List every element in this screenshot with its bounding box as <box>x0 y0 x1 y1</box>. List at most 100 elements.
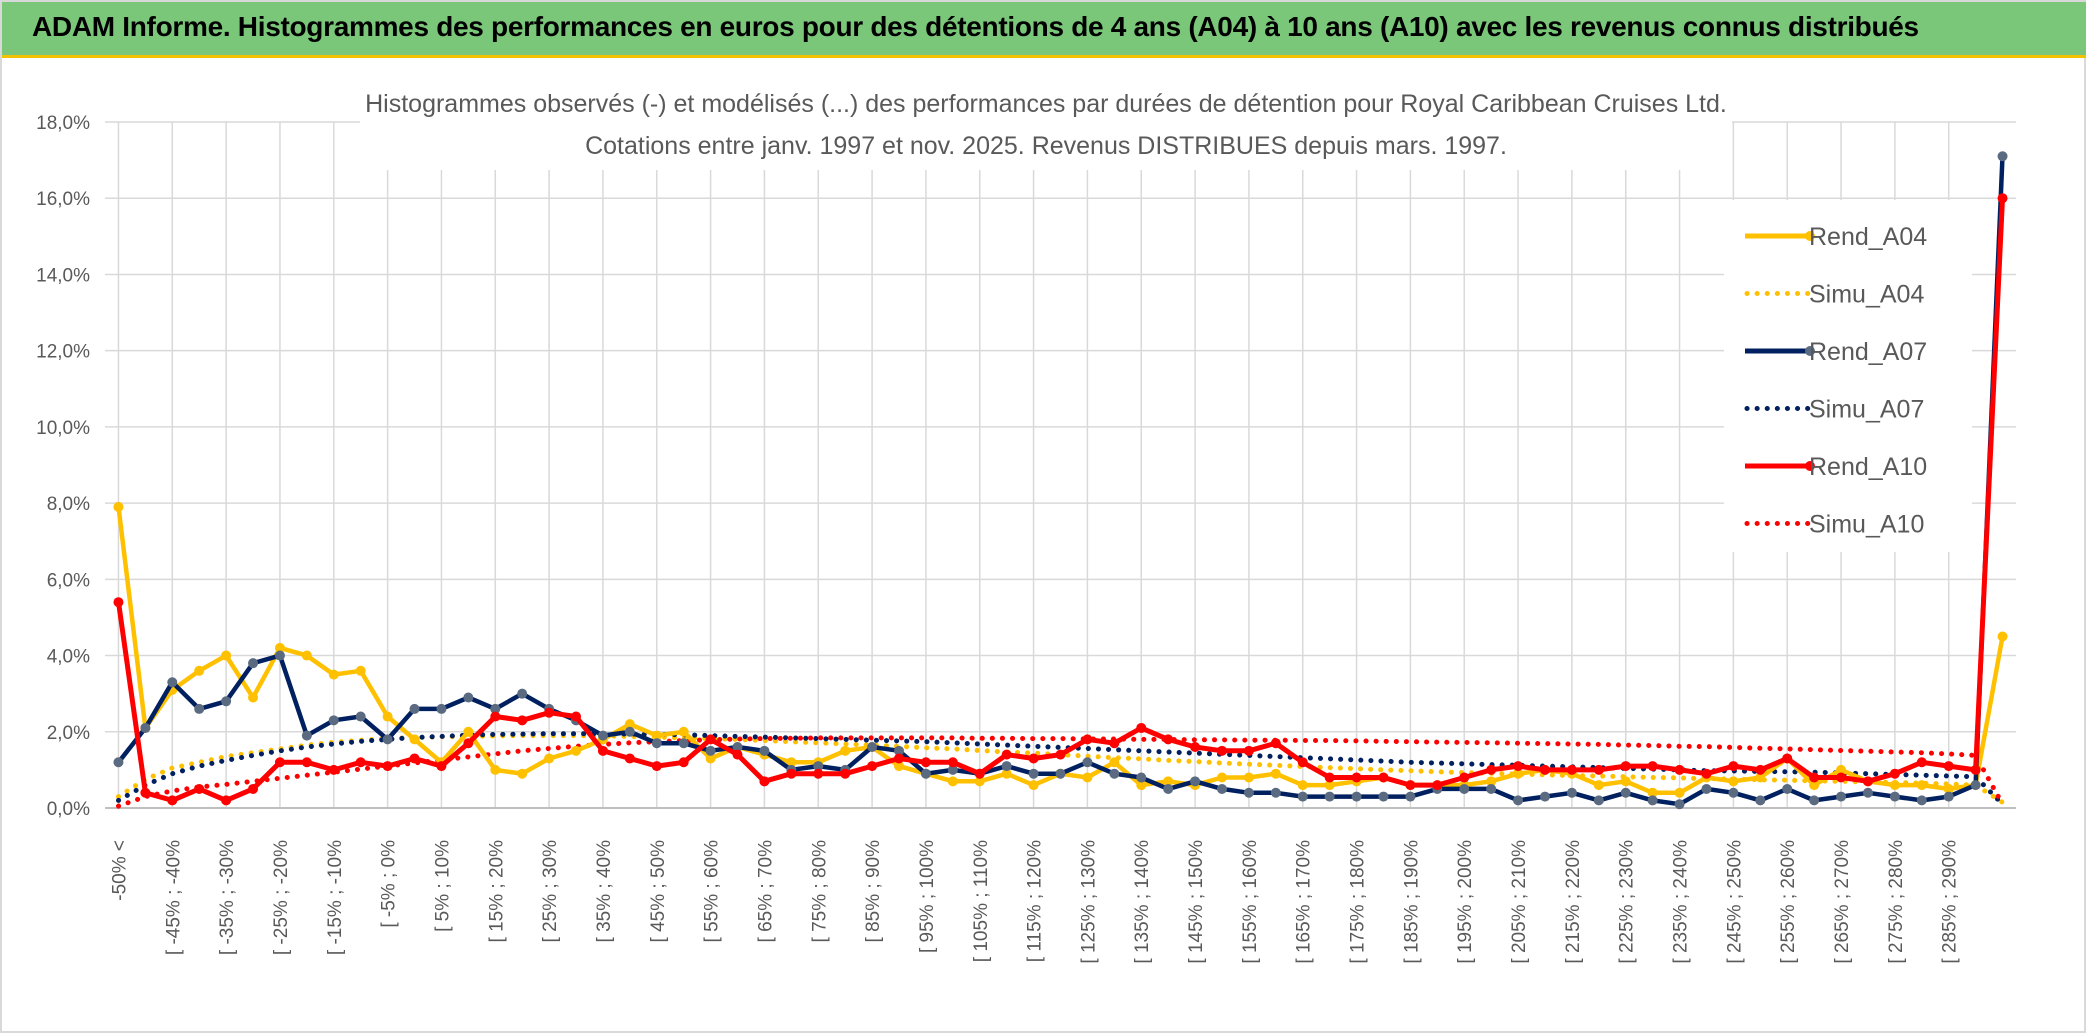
data-point-rend-a04 <box>355 665 366 676</box>
data-point-rend-a04 <box>1889 780 1900 791</box>
data-point-rend-a10 <box>1136 722 1147 733</box>
data-point-rend-a07 <box>1916 795 1927 806</box>
data-point-rend-a10 <box>1513 761 1524 772</box>
data-point-rend-a10 <box>1701 768 1712 779</box>
x-tick-label: [ -35% ; -30% <box>217 840 238 955</box>
legend-label-simu-a10: Simu_A10 <box>1809 511 1924 539</box>
x-tick-label: [ 185% ; 190% <box>1401 840 1422 964</box>
x-tick-label: [ 65% ; 70% <box>755 840 776 943</box>
data-point-rend-a04 <box>786 757 797 768</box>
data-point-rend-a10 <box>1028 753 1039 764</box>
data-point-rend-a07 <box>1082 757 1093 768</box>
legend-marker-rend-a07 <box>1805 346 1815 356</box>
data-point-rend-a04 <box>705 753 716 764</box>
x-tick-label: [ 255% ; 260% <box>1778 840 1799 964</box>
x-tick-label: [ 245% ; 250% <box>1724 840 1745 964</box>
data-point-rend-a07 <box>1782 783 1793 794</box>
data-point-rend-a07 <box>1190 776 1201 787</box>
x-tick-label: [ 285% ; 290% <box>1940 840 1961 964</box>
data-point-rend-a07 <box>1486 783 1497 794</box>
data-point-rend-a04 <box>1513 768 1524 779</box>
data-point-rend-a04 <box>678 726 689 737</box>
data-point-rend-a07 <box>1351 791 1362 802</box>
data-point-rend-a07 <box>167 677 178 688</box>
data-point-rend-a07 <box>1836 791 1847 802</box>
series-lines <box>113 151 2008 810</box>
data-point-rend-a10 <box>1755 764 1766 775</box>
data-point-rend-a04 <box>409 734 420 745</box>
data-point-rend-a10 <box>517 715 528 726</box>
data-point-rend-a10 <box>436 761 447 772</box>
data-point-rend-a07 <box>355 711 366 722</box>
x-tick-label: [ 175% ; 180% <box>1348 840 1369 964</box>
data-point-rend-a10 <box>1674 764 1685 775</box>
x-tick-label: [ 265% ; 270% <box>1832 840 1853 964</box>
data-point-rend-a07 <box>1539 791 1550 802</box>
data-point-rend-a10 <box>113 597 124 608</box>
chart-title-group: Histogrammes observés (-) et modélisés (… <box>360 82 1732 170</box>
data-point-rend-a07 <box>248 658 259 669</box>
x-tick-label: [ 5% ; 10% <box>432 840 453 932</box>
banner: ADAM Informe. Histogrammes des performan… <box>2 2 2086 58</box>
series-line-rend-a07 <box>116 156 2005 807</box>
x-tick-label: [ 115% ; 120% <box>1025 840 1046 962</box>
data-point-rend-a07 <box>1270 787 1281 798</box>
y-tick-label: 18,0% <box>36 113 90 134</box>
data-point-rend-a07 <box>194 703 205 714</box>
x-tick-label: [ 105% ; 110% <box>971 840 992 962</box>
data-point-rend-a04 <box>1728 776 1739 787</box>
legend-label-simu-a04: Simu_A04 <box>1809 281 1924 309</box>
data-point-rend-a04 <box>1943 783 1954 794</box>
y-tick-label: 8,0% <box>47 494 90 515</box>
data-point-rend-a10 <box>974 768 985 779</box>
x-tick-label: -50% < <box>109 840 130 901</box>
data-point-rend-a10 <box>1943 761 1954 772</box>
data-point-rend-a10 <box>1109 738 1120 749</box>
data-point-rend-a07 <box>1378 791 1389 802</box>
data-point-rend-a07 <box>1028 768 1039 779</box>
data-point-rend-a07 <box>759 745 770 756</box>
data-point-rend-a04 <box>517 768 528 779</box>
x-tick-label: [ 195% ; 200% <box>1455 840 1476 964</box>
data-point-rend-a10 <box>221 795 232 806</box>
data-point-rend-a07 <box>1809 795 1820 806</box>
data-point-rend-a10 <box>274 757 285 768</box>
data-point-rend-a04 <box>624 719 635 730</box>
legend-label-rend-a10: Rend_A10 <box>1809 453 1927 481</box>
data-point-rend-a04 <box>274 642 285 653</box>
legend-label-rend-a07: Rend_A07 <box>1809 338 1927 366</box>
data-point-rend-a07 <box>517 688 528 699</box>
data-point-rend-a04 <box>1486 776 1497 787</box>
data-point-rend-a04 <box>1082 772 1093 783</box>
y-tick-label: 10,0% <box>36 418 90 439</box>
data-point-rend-a10 <box>382 761 393 772</box>
data-point-rend-a07 <box>221 696 232 707</box>
legend-label-rend-a04: Rend_A04 <box>1809 223 1927 251</box>
chart-title-background <box>360 82 1732 170</box>
data-point-rend-a04 <box>1001 768 1012 779</box>
data-point-rend-a10 <box>813 768 824 779</box>
y-tick-label: 2,0% <box>47 723 90 744</box>
x-tick-label: [ 125% ; 130% <box>1078 840 1099 964</box>
data-point-rend-a07 <box>1216 783 1227 794</box>
data-point-rend-a04 <box>463 726 474 737</box>
data-point-rend-a10 <box>1809 772 1820 783</box>
data-point-rend-a07 <box>1405 791 1416 802</box>
data-point-rend-a04 <box>1270 768 1281 779</box>
data-point-rend-a10 <box>1620 761 1631 772</box>
data-point-rend-a07 <box>947 764 958 775</box>
data-point-rend-a07 <box>1755 795 1766 806</box>
x-tick-label: [ -45% ; -40% <box>163 840 184 955</box>
data-point-rend-a07 <box>490 703 501 714</box>
data-point-rend-a04 <box>1593 780 1604 791</box>
data-point-rend-a10 <box>759 776 770 787</box>
x-tick-label: [ 135% ; 140% <box>1132 840 1153 964</box>
data-point-rend-a10 <box>624 753 635 764</box>
series-line-simu-a07 <box>116 731 2005 807</box>
series-line-rend-a10 <box>116 198 2005 803</box>
data-point-rend-a07 <box>1001 761 1012 772</box>
data-point-rend-a07 <box>301 730 312 741</box>
legend-marker-rend-a04 <box>1805 231 1815 241</box>
data-point-rend-a07 <box>1136 772 1147 783</box>
